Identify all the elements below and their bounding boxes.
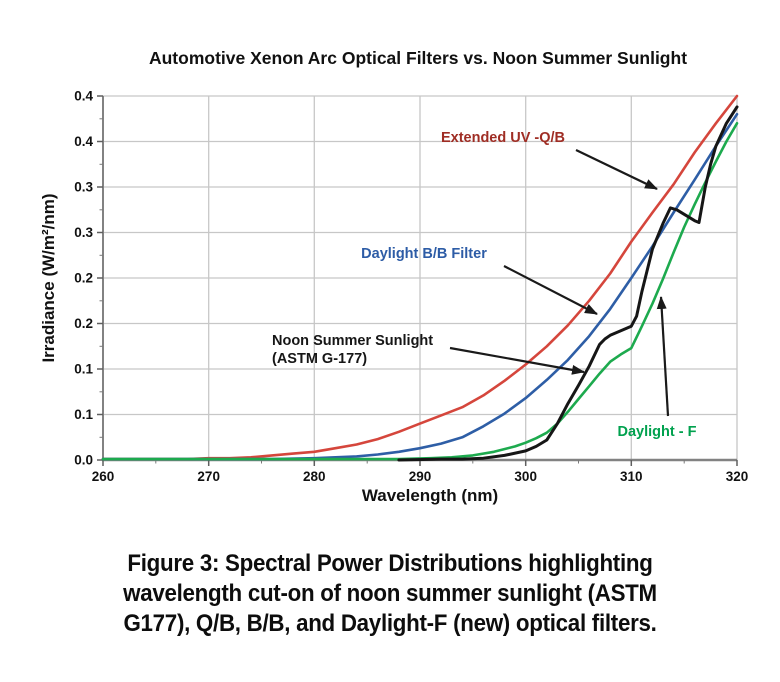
x-tick-label: 320 bbox=[726, 469, 749, 484]
chart-canvas: Automotive Xenon Arc Optical Filters vs.… bbox=[39, 48, 748, 505]
gridlines bbox=[103, 95, 738, 460]
x-tick-label: 270 bbox=[197, 469, 220, 484]
y-tick-label: 0.1 bbox=[74, 407, 93, 422]
y-tick-label: 0.0 bbox=[74, 453, 93, 468]
y-axis-label: Irradiance (W/m²/nm) bbox=[39, 193, 58, 362]
annotation-label-noon-summer-sunlight: Noon Summer Sunlight (ASTM G-177) bbox=[272, 333, 433, 367]
y-tick-label: 0.3 bbox=[74, 180, 93, 195]
curve-daylight-f bbox=[101, 122, 739, 461]
y-tick-label: 0.4 bbox=[74, 134, 93, 149]
x-axis-label: Wavelength (nm) bbox=[362, 486, 498, 505]
y-tick-label: 0.4 bbox=[74, 89, 93, 104]
annotation-arrow-extended-uv-qb bbox=[575, 149, 658, 190]
annotation-arrow-noon-summer-sunlight bbox=[449, 346, 585, 375]
annotation-noon-summer-sunlight: Noon Summer Sunlight (ASTM G-177) bbox=[272, 333, 585, 375]
caption-line-1: Figure 3: Spectral Power Distributions h… bbox=[127, 550, 653, 577]
curve-extended-uv-qb bbox=[101, 94, 739, 461]
y-tick-label: 0.1 bbox=[74, 362, 93, 377]
spectral-chart: Automotive Xenon Arc Optical Filters vs.… bbox=[39, 48, 748, 505]
x-tick-label: 300 bbox=[514, 469, 537, 484]
annotation-arrow-daylight-bb bbox=[503, 265, 598, 315]
annotation-extended-uv-qb: Extended UV -Q/B bbox=[441, 130, 658, 190]
caption-line-2: wavelength cut-on of noon summer sunligh… bbox=[123, 580, 657, 607]
y-tick-label: 0.2 bbox=[74, 271, 93, 286]
x-tick-label: 310 bbox=[620, 469, 643, 484]
curve-noon-summer-sunlight bbox=[397, 105, 739, 462]
annotation-label-extended-uv-qb: Extended UV -Q/B bbox=[441, 130, 565, 146]
y-tick-label: 0.3 bbox=[74, 225, 93, 240]
annotation-daylight-bb: Daylight B/B Filter bbox=[361, 246, 598, 315]
x-tick-label: 260 bbox=[92, 469, 115, 484]
x-tick-label: 280 bbox=[303, 469, 326, 484]
annotation-daylight-f: Daylight - F bbox=[618, 296, 697, 440]
caption-line-3: G177), Q/B, B/B, and Daylight-F (new) op… bbox=[123, 610, 657, 637]
figure-caption: Figure 3: Spectral Power Distributions h… bbox=[27, 549, 752, 639]
annotation-arrow-daylight-f bbox=[656, 296, 670, 417]
chart-title: Automotive Xenon Arc Optical Filters vs.… bbox=[149, 48, 687, 68]
x-tick-label: 290 bbox=[409, 469, 432, 484]
y-tick-label: 0.2 bbox=[74, 316, 93, 331]
annotation-label-daylight-bb: Daylight B/B Filter bbox=[361, 246, 487, 262]
annotation-label-daylight-f: Daylight - F bbox=[618, 424, 697, 440]
